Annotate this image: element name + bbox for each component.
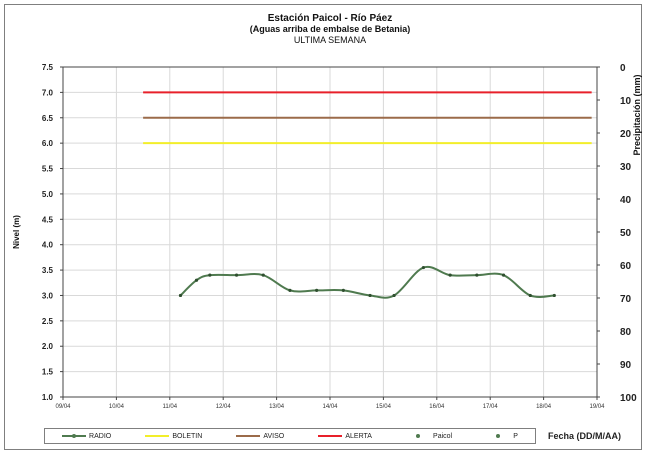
data-point	[475, 273, 479, 277]
data-point	[552, 293, 556, 298]
x-tick-label: 19/04	[589, 404, 605, 410]
y2-tick-label: 100	[620, 393, 637, 404]
x-tick-label: 16/04	[429, 404, 445, 410]
y-tick-label: 2.0	[42, 342, 54, 351]
legend-label: ALERTA	[345, 432, 372, 440]
y2-tick-label: 90	[620, 360, 632, 371]
legend-label: RADIO	[89, 432, 112, 440]
data-point	[208, 273, 212, 277]
chart-subtitle-period: ULTIMA SEMANA	[294, 35, 366, 45]
y2-axis: 0 10 20 30 40 50 60 70 80 90 100	[597, 63, 637, 404]
legend: RADIO BOLETIN AVISO ALERTA Paicol P	[44, 428, 536, 444]
legend-item-aviso: AVISO	[236, 433, 284, 440]
data-point	[528, 293, 532, 298]
x-tick-label: 09/04	[55, 404, 71, 410]
x-tick-label: 10/04	[109, 404, 125, 410]
data-point	[261, 273, 265, 277]
chart-title: Estación Paicol - Río Páez	[268, 13, 392, 24]
series-line-radio	[179, 265, 555, 299]
legend-swatch	[145, 433, 170, 439]
legend-swatch	[406, 433, 430, 439]
legend-swatch	[486, 433, 510, 439]
y-tick-label: 3.5	[42, 266, 54, 275]
x-tick-label: 18/04	[536, 404, 552, 410]
legend-label: P	[513, 432, 518, 440]
y-axis: 7.5 7.0 6.5 6.0 5.5 5.0 4.5 4.0 3.5 3.0 2.5 2.0 1.5 1…	[42, 63, 63, 402]
data-point	[392, 293, 396, 298]
y-tick-label: 7.0	[42, 88, 54, 97]
y2-tick-label: 40	[620, 195, 632, 206]
y-tick-label: 5.0	[42, 190, 54, 199]
x-axis: 09/04 10/04 11/04 12/04 13/04 14/04 15/04 16/04…	[55, 397, 605, 410]
data-point	[501, 273, 506, 277]
y-axis-label: Nivel (m)	[12, 215, 21, 249]
legend-swatch	[62, 433, 87, 439]
data-point	[368, 293, 372, 298]
y-tick-label: 5.5	[42, 165, 54, 174]
legend-item-paicol: Paicol	[406, 433, 452, 440]
x-tick-label: 11/04	[163, 404, 178, 410]
y-tick-label: 2.5	[42, 317, 54, 326]
data-point	[288, 288, 292, 292]
data-point	[315, 288, 319, 292]
threshold-lines	[143, 91, 592, 145]
y2-tick-label: 50	[620, 228, 632, 239]
grid	[62, 66, 598, 398]
y-tick-label: 6.0	[42, 139, 54, 148]
y2-tick-label: 0	[620, 63, 626, 74]
chart-subtitle: (Aguas arriba de embalse de Betania)	[250, 24, 411, 34]
data-point	[234, 273, 239, 277]
y-tick-label: 7.5	[42, 63, 54, 72]
data-point	[178, 293, 183, 298]
data-point	[194, 278, 199, 282]
data-point	[448, 273, 452, 277]
series-lines	[178, 265, 556, 299]
y-tick-label: 6.5	[42, 114, 54, 123]
y2-tick-label: 60	[620, 261, 632, 272]
x-tick-label: 14/04	[322, 404, 338, 410]
y2-tick-label: 20	[620, 129, 632, 140]
y2-tick-label: 30	[620, 162, 632, 173]
x-axis-label: Fecha (DD/M/AA)	[548, 431, 622, 441]
y2-tick-label: 80	[620, 327, 632, 338]
chart-frame	[4, 4, 642, 450]
y2-axis-label: Precipitación (mm)	[632, 74, 642, 155]
legend-label: BOLETIN	[172, 432, 203, 440]
legend-item-boletin: BOLETIN	[145, 433, 202, 440]
x-tick-label: 13/04	[269, 404, 285, 410]
y-tick-label: 4.0	[42, 241, 54, 250]
y-tick-label: 1.5	[42, 368, 54, 377]
y-tick-label: 1.0	[42, 393, 54, 402]
y2-tick-label: 10	[620, 96, 632, 107]
data-point	[421, 265, 426, 270]
legend-item-p: P	[486, 433, 518, 440]
x-tick-label: 17/04	[483, 404, 499, 410]
y-tick-label: 3.0	[42, 291, 54, 300]
legend-swatch	[236, 433, 261, 439]
x-tick-label: 12/04	[216, 404, 232, 410]
data-point	[341, 288, 345, 292]
legend-item-radio: RADIO	[62, 433, 111, 440]
legend-label: AVISO	[263, 432, 285, 440]
legend-item-alerta: ALERTA	[318, 433, 372, 440]
x-tick-label: 15/04	[376, 404, 392, 410]
legend-swatch	[318, 433, 343, 439]
legend-label: Paicol	[433, 432, 453, 440]
y-tick-label: 4.5	[42, 215, 54, 224]
y2-tick-label: 70	[620, 294, 632, 305]
